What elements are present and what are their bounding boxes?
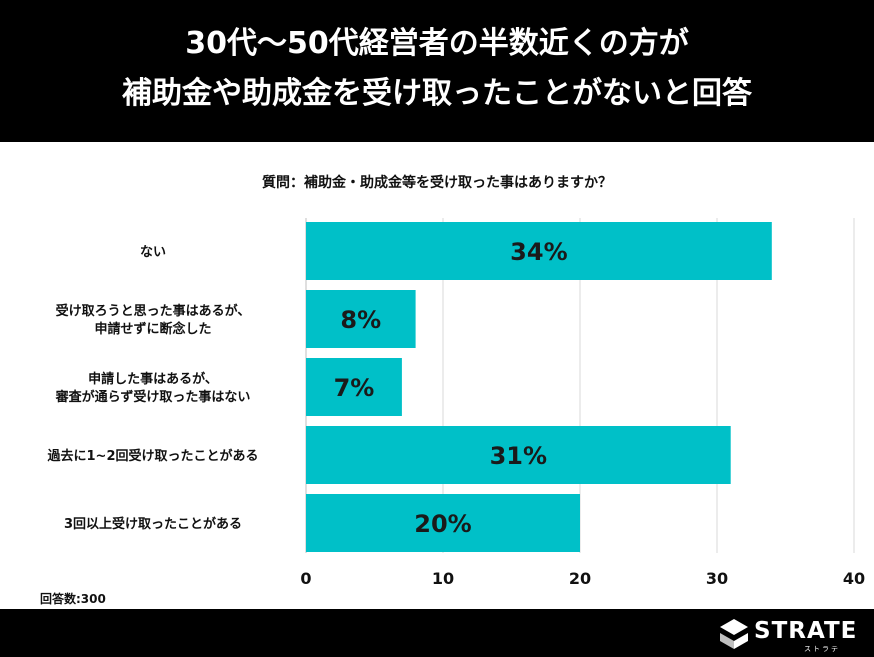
x-tick-label-20: 20 (569, 569, 591, 588)
bar-value-label-1: 8% (340, 306, 381, 334)
brand-name: STRATE (754, 618, 858, 644)
category-label-2-1: 審査が通らず受け取った事はない (55, 389, 251, 405)
bar-3 (306, 426, 731, 484)
x-tick-label-0: 0 (300, 569, 311, 588)
category-label-1-1: 申請せずに断念した (94, 321, 211, 337)
category-label-4-0: 3回以上受け取ったことがある (64, 516, 242, 532)
title-line-2: 補助金や助成金を受け取ったことがないと回答 (122, 76, 752, 111)
header-banner: 30代〜50代経営者の半数近くの方が 補助金や助成金を受け取ったことがないと回答 (0, 0, 874, 142)
bar-0 (306, 222, 772, 280)
bar-2 (306, 358, 402, 416)
bar-value-label-0: 34% (510, 238, 567, 266)
bar-1 (306, 290, 416, 348)
title-line-1: 30代〜50代経営者の半数近くの方が (185, 26, 689, 61)
respondent-count: 回答数:300 (40, 592, 106, 606)
brand-logo: STRATE ストラテ (720, 617, 860, 653)
footer-bar: STRATE ストラテ (0, 609, 874, 657)
brand-kana: ストラテ (804, 645, 840, 653)
x-tick-label-10: 10 (432, 569, 454, 588)
category-label-2-0: 申請した事はあるが、 (88, 371, 218, 387)
bar-value-label-2: 7% (334, 374, 375, 402)
x-tick-label-40: 40 (843, 569, 865, 588)
bar-value-label-4: 20% (414, 510, 471, 538)
category-label-1-0: 受け取ろうと思った事はあるが、 (56, 303, 251, 319)
bar-4 (306, 494, 580, 552)
category-label-0-0: ない (140, 245, 166, 260)
x-tick-label-30: 30 (706, 569, 728, 588)
bar-value-label-3: 31% (490, 442, 547, 470)
question-text: 質問：補助金・助成金等を受け取った事はありますか？ (262, 175, 612, 191)
category-label-3-0: 過去に1~2回受け取ったことがある (47, 448, 259, 464)
strate-logo-icon (720, 619, 748, 649)
bar-chart: 34% ない 8% 受け取ろうと思った事はあるが、申請せずに断念した 7% 申請した事はあ… (47, 218, 865, 588)
